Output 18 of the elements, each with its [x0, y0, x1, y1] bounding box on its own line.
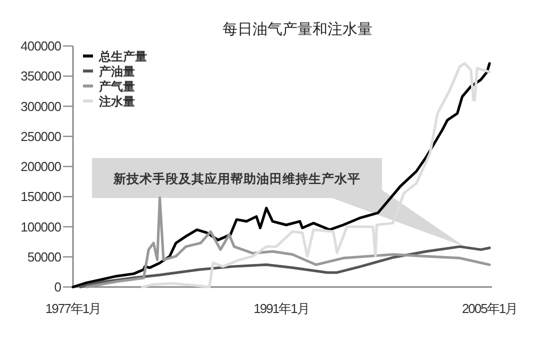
y-tick-label: 100000 — [20, 219, 62, 234]
y-tick-label: 150000 — [20, 189, 62, 204]
y-tick-label: 250000 — [20, 128, 62, 144]
legend-label: 总生产量 — [98, 50, 147, 64]
x-tick-label: 1991年1月 — [254, 301, 309, 316]
annotation: 新技术手段及其应用帮助油田维持生产水平 — [112, 171, 360, 186]
chart-title: 每日油气产量和注水量 — [222, 21, 372, 38]
legend-label: 产油量 — [98, 64, 135, 78]
y-tick-label: 50000 — [27, 249, 62, 264]
y-tick-label: 400000 — [20, 38, 62, 54]
legend-label: 注水量 — [98, 94, 135, 108]
x-tick-label: 2005年1月 — [462, 301, 518, 316]
y-tick-label: 300000 — [20, 98, 62, 114]
y-tick-label: 200000 — [20, 159, 62, 174]
y-tick-label: 0 — [54, 280, 62, 294]
legend-label: 产气量 — [98, 80, 135, 94]
x-tick-label: 1977年1月 — [45, 301, 101, 316]
y-tick-label: 350000 — [20, 68, 62, 84]
